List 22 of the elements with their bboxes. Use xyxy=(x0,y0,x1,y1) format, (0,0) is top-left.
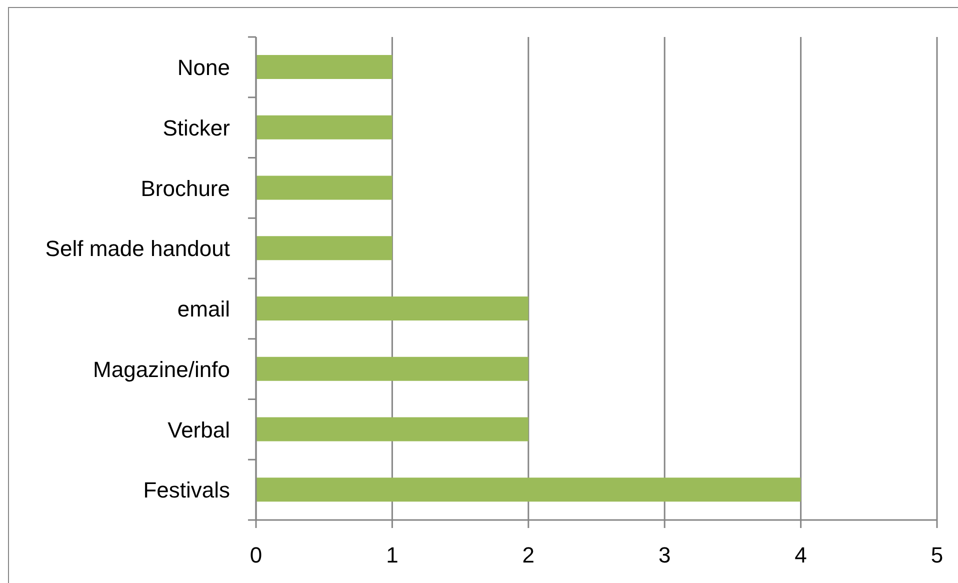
y-tick-label: email xyxy=(177,296,230,322)
y-tick-label: Self made handout xyxy=(45,236,230,262)
y-tick-label: Brochure xyxy=(140,176,230,201)
bar xyxy=(256,296,528,320)
y-tick-label: Verbal xyxy=(168,417,230,442)
x-tick-label: 5 xyxy=(930,542,944,568)
bar xyxy=(256,55,392,79)
bar xyxy=(256,478,801,502)
x-tick-label: 2 xyxy=(522,542,535,568)
bar xyxy=(256,236,392,260)
x-tick-label: 4 xyxy=(794,542,807,568)
bar xyxy=(256,417,528,442)
y-tick-label: Sticker xyxy=(162,115,230,140)
bar xyxy=(256,356,528,381)
bar xyxy=(256,176,392,200)
y-tick-label: None xyxy=(177,55,230,80)
x-tick-label: 1 xyxy=(386,542,398,568)
x-tick-label: 0 xyxy=(250,542,262,568)
bar xyxy=(256,115,392,140)
y-tick-label: Magazine/info xyxy=(93,356,230,382)
x-tick-label: 3 xyxy=(658,542,671,568)
y-tick-label: Festivals xyxy=(143,478,230,503)
